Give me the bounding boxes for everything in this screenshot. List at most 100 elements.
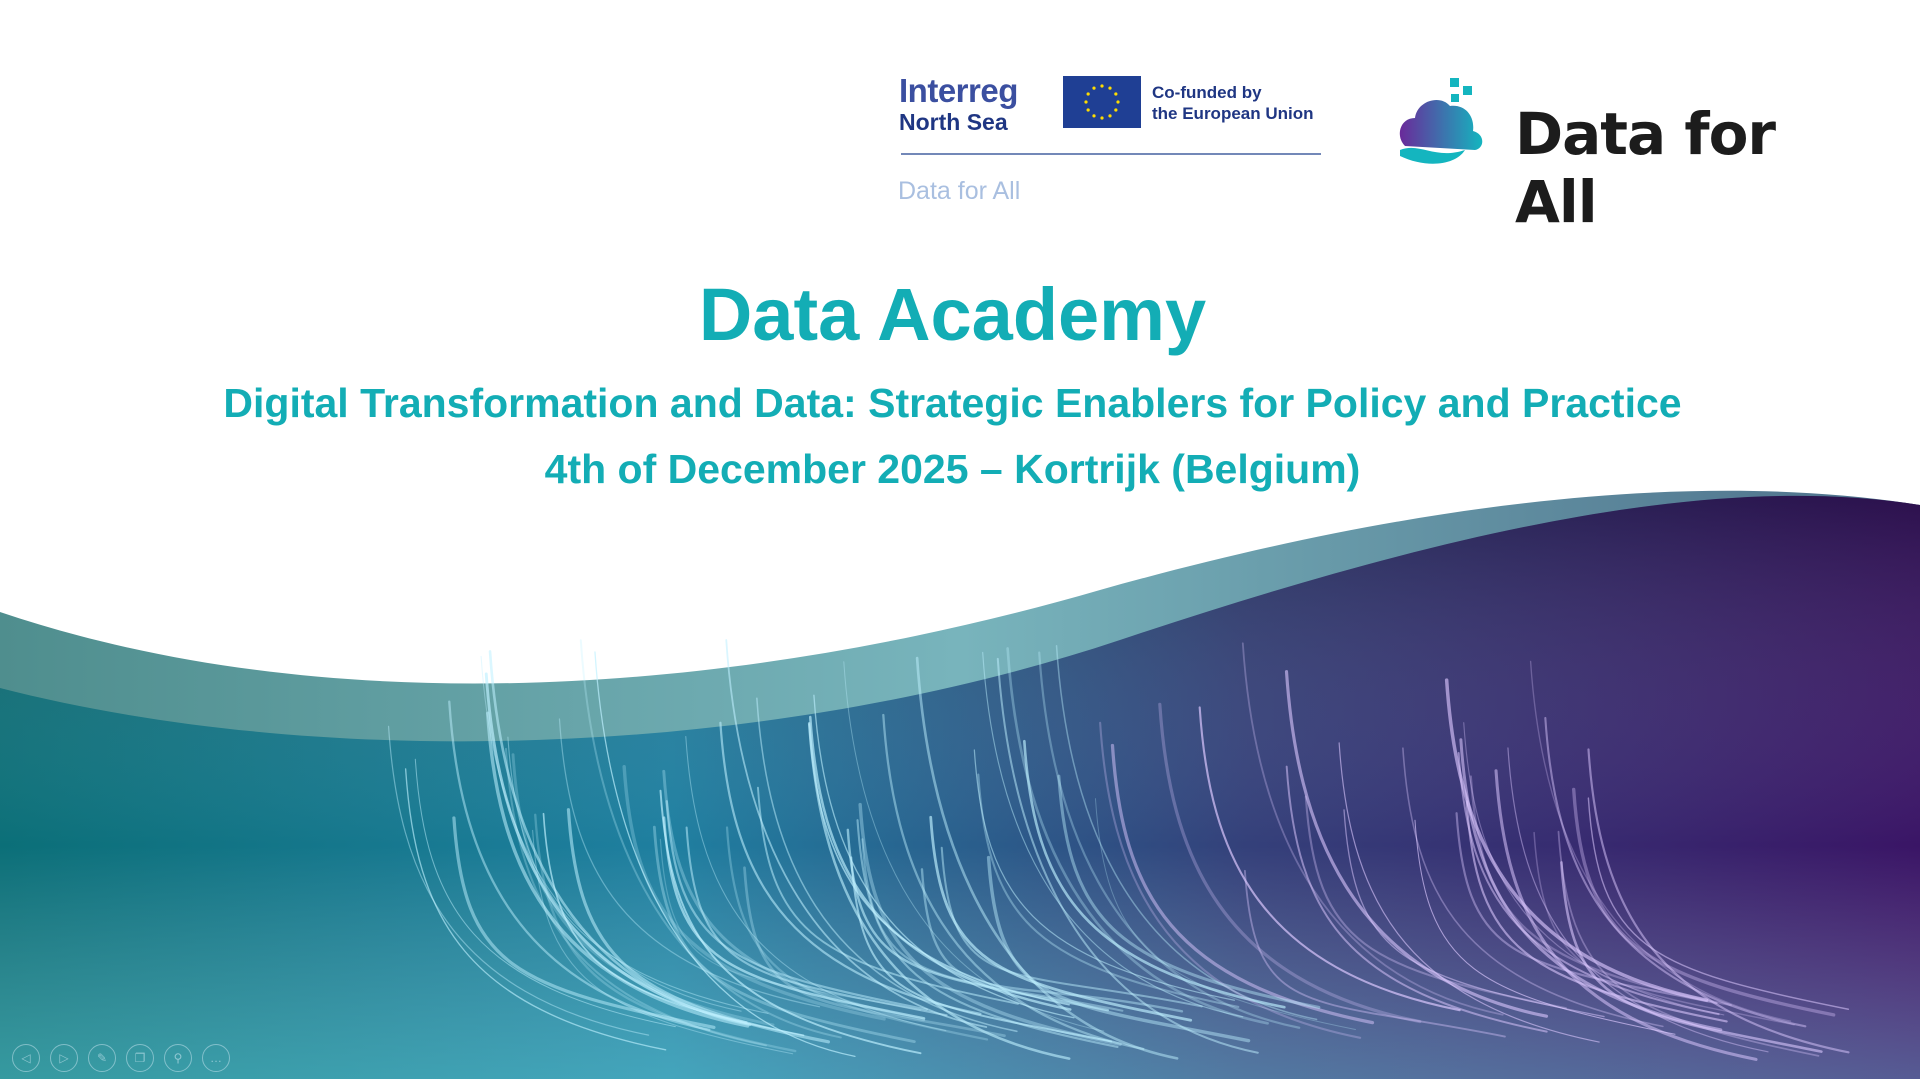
light-streak <box>1444 678 1709 1002</box>
eu-star <box>1092 114 1096 118</box>
eu-star <box>1092 86 1096 90</box>
light-streak <box>1241 642 1504 1016</box>
light-streak <box>685 826 948 1017</box>
eu-star <box>1114 92 1118 96</box>
light-streak <box>1533 831 1795 1026</box>
eu-star <box>1086 108 1090 112</box>
light-streak <box>1023 739 1286 1009</box>
light-streak <box>685 735 947 1032</box>
light-streak <box>982 651 1244 1018</box>
next-icon: ▷ <box>59 1051 69 1065</box>
light-streak <box>1243 869 1506 1038</box>
slide-subtitle: Digital Transformation and Data: Strateg… <box>223 380 1682 426</box>
zoom-icon: ⚲ <box>173 1051 183 1065</box>
light-streak <box>532 829 794 1055</box>
cloud-logo-icon <box>1399 78 1483 164</box>
light-streak <box>1557 830 1820 1057</box>
light-streak <box>1414 819 1676 1035</box>
light-streak <box>1055 645 1318 1021</box>
pen-icon: ✎ <box>96 1051 108 1065</box>
data-for-all-logo: Data for All <box>1395 76 1825 236</box>
light-streak <box>1463 722 1725 1016</box>
slide-title: Data Academy <box>698 273 1207 356</box>
light-streak <box>652 825 916 1043</box>
zoom-button[interactable]: ⚲ <box>164 1044 192 1072</box>
light-streak <box>882 713 1145 1051</box>
light-streak <box>448 700 711 1031</box>
light-streak <box>507 736 769 1014</box>
light-streak <box>1494 769 1758 1061</box>
light-streak <box>977 773 1240 1008</box>
light-streak <box>484 672 748 1025</box>
light-streak <box>534 813 797 1053</box>
eu-star <box>1100 84 1104 88</box>
next-slide-button[interactable]: ▷ <box>50 1044 78 1072</box>
light-streak <box>1572 787 1836 1017</box>
light-streak <box>404 768 667 1051</box>
light-streak <box>725 639 988 1028</box>
light-streak <box>1338 742 1600 1043</box>
see-all-slides-button[interactable]: ❐ <box>126 1044 154 1072</box>
more-icon: … <box>210 1051 222 1065</box>
previous-icon: ◁ <box>21 1051 31 1065</box>
slideshow-controls: ◁ ▷ ✎ ❐ ⚲ … <box>12 1044 230 1072</box>
light-streak <box>486 711 750 1028</box>
light-streak <box>1094 798 1356 1030</box>
light-streak <box>940 846 1203 1008</box>
eu-star <box>1114 108 1118 112</box>
light-streak <box>920 868 1184 1013</box>
light-streak <box>452 816 716 1029</box>
interreg-logo: Interreg North Sea <box>899 72 1018 135</box>
eu-star <box>1108 86 1112 90</box>
light-streak <box>1006 647 1269 1025</box>
eu-star <box>1086 92 1090 96</box>
more-options-button[interactable]: … <box>202 1044 230 1072</box>
light-streak <box>659 838 921 1011</box>
light-streak <box>719 721 982 1016</box>
eu-flag-icon <box>1063 76 1141 128</box>
light-streak <box>1587 797 1850 1010</box>
light-streak <box>662 816 926 1020</box>
light-streak <box>846 828 1110 1012</box>
light-streak <box>1507 747 1769 1053</box>
light-streak <box>1343 809 1605 1018</box>
eu-star <box>1100 116 1104 120</box>
slides-icon: ❐ <box>134 1051 146 1065</box>
light-streak <box>929 815 1193 1022</box>
light-streak <box>743 866 1006 1038</box>
light-streak <box>558 718 821 1008</box>
light-streak <box>756 786 1019 1005</box>
light-streak <box>858 802 1122 1046</box>
eu-cofunded-text: Co-funded by the European Union <box>1152 83 1314 123</box>
light-streak <box>1284 670 1549 1018</box>
light-streak <box>996 657 1259 1054</box>
light-streak <box>659 789 922 1055</box>
light-streak <box>504 747 767 1047</box>
light-streak <box>850 856 1113 1043</box>
light-streak <box>915 656 1179 1060</box>
light-streak <box>1529 660 1792 1022</box>
light-streak <box>843 661 1105 1032</box>
pen-button[interactable]: ✎ <box>88 1044 116 1072</box>
light-streak <box>1158 702 1422 1024</box>
light-streak <box>1285 765 1548 1033</box>
light-streak <box>986 855 1251 1043</box>
light-streak <box>1455 812 1718 1005</box>
light-streak <box>813 694 1075 1019</box>
light-streak <box>861 838 1124 1012</box>
light-streak <box>622 764 886 1021</box>
light-streak <box>1099 721 1362 1039</box>
light-streak <box>973 749 1235 1001</box>
programme-project-name: Data for All <box>898 177 1021 205</box>
logo-divider <box>901 153 1321 155</box>
light-streak <box>1057 774 1321 1009</box>
light-streak <box>1402 747 1664 1028</box>
previous-slide-button[interactable]: ◁ <box>12 1044 40 1072</box>
light-streak <box>856 819 1119 1049</box>
eu-star <box>1108 114 1112 118</box>
eu-star <box>1116 100 1120 104</box>
light-streak <box>1038 651 1301 1029</box>
light-streak <box>579 639 842 1039</box>
light-streak <box>414 758 676 1028</box>
